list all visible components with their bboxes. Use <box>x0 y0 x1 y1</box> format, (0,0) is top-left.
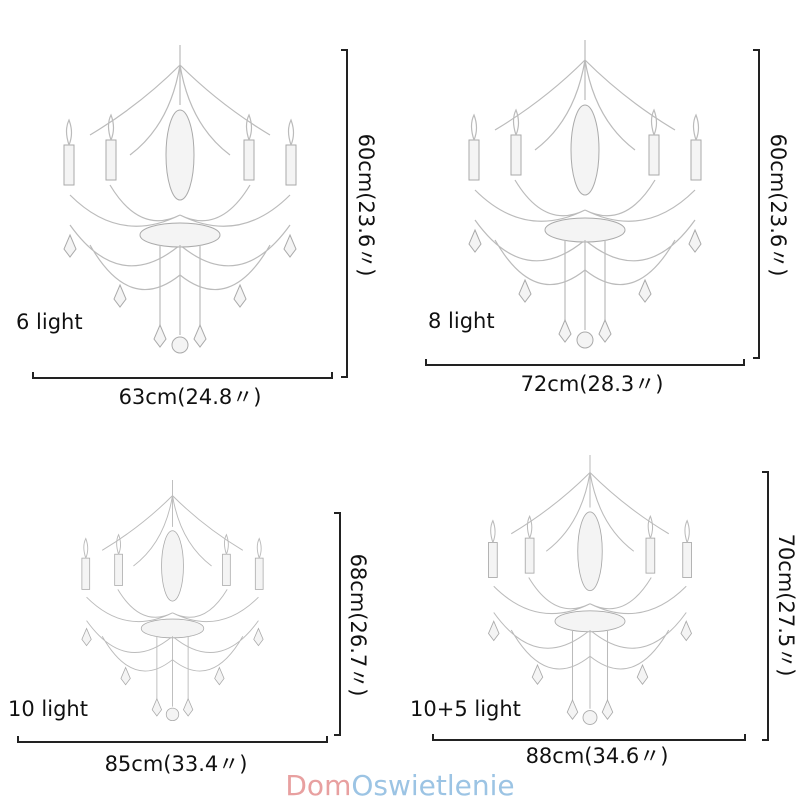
width-dimension <box>32 372 333 379</box>
height-dimension <box>341 49 348 378</box>
height-label: 60cm(23.6〃) <box>354 134 378 277</box>
height-label: 70cm(27.5〃) <box>774 534 798 677</box>
width-dimension <box>425 359 745 366</box>
height-dimension <box>334 512 341 736</box>
width-dimension <box>17 736 328 743</box>
chandelier-sketch <box>63 44 297 354</box>
chandelier-sketch <box>468 40 702 349</box>
height-label: 68cm(26.7〃) <box>346 554 370 697</box>
width-label: 72cm(28.3〃) <box>521 372 664 396</box>
watermark-first: Dom <box>285 769 351 800</box>
width-label: 88cm(34.6〃) <box>526 744 669 768</box>
height-label: 60cm(23.6〃) <box>766 134 790 277</box>
chandelier-sketch <box>81 480 264 722</box>
height-dimension <box>762 471 769 741</box>
light-label: 6 light <box>16 310 83 334</box>
width-dimension <box>432 734 746 741</box>
light-label: 8 light <box>428 309 495 333</box>
width-label: 85cm(33.4〃) <box>105 752 248 776</box>
height-dimension <box>753 49 760 359</box>
watermark-second: Oswietlenie <box>351 769 514 800</box>
chandelier-sketch <box>487 455 693 726</box>
width-label: 63cm(24.8〃) <box>119 385 262 409</box>
light-label: 10+5 light <box>410 697 521 721</box>
light-label: 10 light <box>8 697 88 721</box>
watermark: DomOswietlenie <box>285 769 514 800</box>
